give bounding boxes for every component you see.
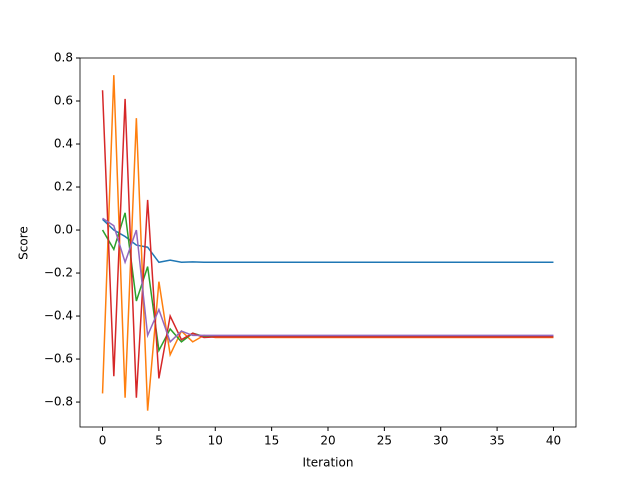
x-tick-label: 15 — [264, 434, 279, 448]
y-tick-label: −0.4 — [44, 309, 73, 323]
y-tick-label: 0.0 — [54, 223, 73, 237]
x-tick-label: 25 — [377, 434, 392, 448]
x-tick-label: 0 — [99, 434, 107, 448]
y-tick-label: 0.6 — [54, 94, 73, 108]
line — [102, 218, 554, 264]
line — [102, 217, 554, 344]
line — [101, 90, 554, 398]
x-axis-label: Iteration — [303, 456, 354, 470]
y-tick-label: −0.2 — [44, 266, 73, 280]
line — [101, 212, 554, 353]
line — [101, 75, 554, 411]
x-tick-label: 10 — [208, 434, 223, 448]
x-tick-label: 30 — [433, 434, 448, 448]
y-tick-label: 0.2 — [54, 180, 73, 194]
x-tick-label: 40 — [546, 434, 561, 448]
y-tick-label: 0.4 — [54, 137, 73, 151]
x-tick-label: 20 — [320, 434, 335, 448]
y-tick-label: −0.8 — [44, 395, 73, 409]
y-axis-label: Score — [17, 226, 31, 260]
y-tick-label: 0.8 — [54, 51, 73, 65]
x-tick-label: 35 — [489, 434, 504, 448]
y-tick-label: −0.6 — [44, 352, 73, 366]
axes-frame — [79, 57, 577, 428]
x-tick-label: 5 — [155, 434, 163, 448]
